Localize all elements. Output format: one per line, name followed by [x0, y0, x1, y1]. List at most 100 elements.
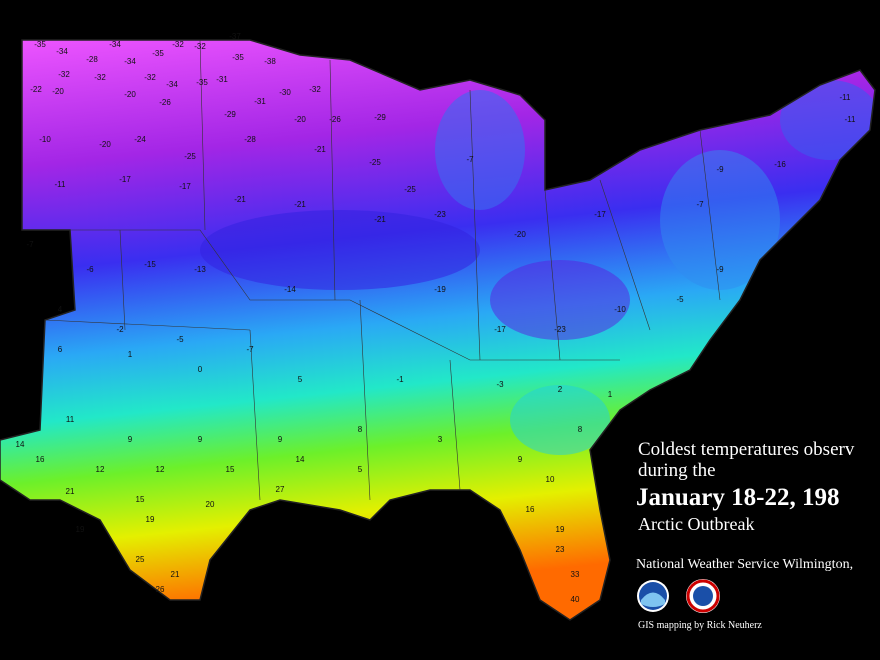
station-value: -17 — [594, 210, 606, 219]
station-value: -20 — [124, 90, 136, 99]
station-value: 12 — [96, 465, 105, 474]
nws-logo — [686, 579, 720, 613]
station-value: -32 — [172, 40, 184, 49]
station-value: -28 — [86, 55, 98, 64]
station-value: -35 — [152, 49, 164, 58]
station-value: -10 — [614, 305, 626, 314]
station-value: -11 — [840, 93, 852, 102]
station-value: -20 — [52, 87, 64, 96]
station-value: 4 — [58, 305, 63, 314]
station-value: -17 — [494, 325, 506, 334]
station-value: -37 — [229, 32, 241, 41]
station-value: -17 — [119, 175, 131, 184]
station-value: 21 — [66, 487, 75, 496]
station-value: 20 — [206, 500, 215, 509]
station-value: -38 — [264, 57, 276, 66]
station-value: -35 — [34, 40, 46, 49]
station-value: 8 — [358, 425, 363, 434]
station-value: 14 — [16, 440, 25, 449]
station-value: -23 — [434, 210, 446, 219]
station-value: -31 — [216, 75, 228, 84]
station-value: -7 — [26, 240, 34, 249]
station-value: 19 — [146, 515, 155, 524]
station-value: 25 — [136, 555, 145, 564]
station-value: -32 — [194, 42, 206, 51]
station-value: 15 — [136, 495, 145, 504]
station-value: -34 — [56, 47, 68, 56]
caption-dates: January 18-22, 198 — [636, 484, 839, 511]
station-value: -21 — [374, 215, 386, 224]
station-value: -35 — [232, 53, 244, 62]
station-value: -25 — [184, 152, 196, 161]
noaa-logo — [637, 580, 669, 612]
station-value: 5 — [358, 465, 363, 474]
state-borders — [44, 39, 721, 501]
station-value: -19 — [434, 285, 446, 294]
station-value: 27 — [276, 485, 285, 494]
station-value: 16 — [526, 505, 535, 514]
station-value: 9 — [128, 435, 133, 444]
station-value: 3 — [438, 435, 443, 444]
station-value: -14 — [284, 285, 296, 294]
station-value: -34 — [166, 80, 178, 89]
station-value: -9 — [716, 265, 724, 274]
station-value: 1 — [608, 390, 613, 399]
station-value: -11 — [55, 180, 67, 189]
station-value: 15 — [226, 465, 235, 474]
station-value: 40 — [571, 595, 580, 604]
caption-credit: GIS mapping by Rick Neuherz — [638, 620, 762, 631]
station-value: 1 — [128, 350, 133, 359]
station-value: 33 — [571, 570, 580, 579]
station-value: -29 — [374, 113, 386, 122]
station-value: 0 — [198, 365, 203, 374]
station-value: 5 — [298, 375, 303, 384]
station-value: 21 — [171, 570, 180, 579]
station-value: -11 — [845, 115, 857, 124]
station-value: -5 — [676, 295, 684, 304]
station-value: 11 — [66, 415, 75, 424]
station-value: -7 — [696, 200, 704, 209]
station-value: -28 — [244, 135, 256, 144]
station-value: -31 — [254, 97, 266, 106]
station-value: -32 — [58, 70, 70, 79]
station-value: -10 — [39, 135, 51, 144]
station-value: -25 — [369, 158, 381, 167]
station-value: -3 — [496, 380, 504, 389]
station-value: -13 — [194, 265, 206, 274]
station-value: 19 — [556, 525, 565, 534]
caption: Coldest temperatures observ during the J… — [636, 439, 855, 631]
caption-line: Coldest temperatures observ — [638, 439, 855, 460]
station-value: 19 — [76, 525, 85, 534]
station-value: -34 — [124, 57, 136, 66]
station-value: -1 — [396, 375, 404, 384]
station-value: 14 — [296, 455, 305, 464]
station-value: 9 — [198, 435, 203, 444]
station-value: -26 — [329, 115, 341, 124]
station-value: -20 — [99, 140, 111, 149]
station-value: -26 — [159, 98, 171, 107]
station-value: 12 — [156, 465, 165, 474]
station-value: 26 — [156, 585, 165, 594]
station-value: -22 — [30, 85, 42, 94]
station-value: -21 — [294, 200, 306, 209]
station-values: -35-34-34-35-32 -32-37-35 -38-28 -34-32 -32-… — [16, 32, 856, 604]
caption-event: Arctic Outbreak — [638, 514, 754, 534]
station-value: -30 — [279, 88, 291, 97]
station-value: -15 — [144, 260, 156, 269]
station-value: -32 — [309, 85, 321, 94]
station-value: -7 — [466, 155, 474, 164]
station-value: -16 — [774, 160, 786, 169]
station-value: -7 — [246, 345, 254, 354]
station-value: -24 — [134, 135, 146, 144]
station-value: -34 — [109, 40, 121, 49]
station-value: -17 — [179, 182, 191, 191]
station-value: -21 — [234, 195, 246, 204]
station-value: 23 — [556, 545, 565, 554]
station-value: -25 — [404, 185, 416, 194]
station-value: -29 — [224, 110, 236, 119]
station-value: -20 — [294, 115, 306, 124]
station-value: -23 — [554, 325, 566, 334]
station-value: -9 — [716, 165, 724, 174]
station-value: -32 — [94, 73, 106, 82]
